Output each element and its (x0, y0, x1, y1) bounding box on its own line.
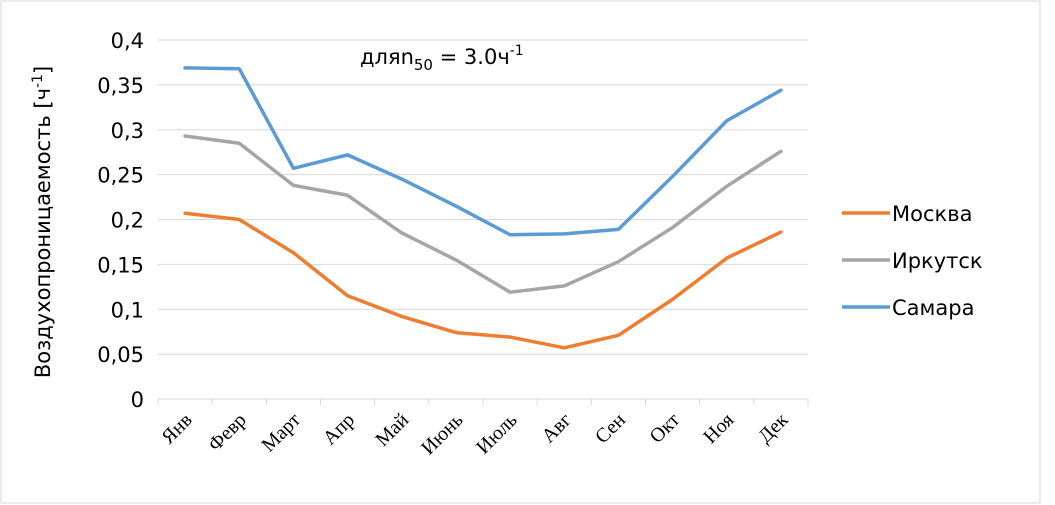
annotation-text: = 3.0ч (433, 45, 510, 69)
y-tick-label: 0,05 (97, 343, 144, 367)
y-tick-label: 0,4 (111, 29, 144, 53)
annotation-text: для (360, 45, 401, 69)
legend-label: Москва (892, 202, 972, 226)
y-label-text: Воздухопроницаемость [ч (31, 88, 55, 378)
y-tick-label: 0,3 (111, 119, 144, 143)
y-label-text: ] (31, 66, 55, 74)
y-axis-label: Воздухопроницаемость [ч-1] (30, 66, 55, 378)
annotation-text: n (401, 45, 414, 69)
legend-label: Иркутск (892, 249, 983, 273)
y-tick-label: 0,35 (97, 74, 144, 98)
y-tick-label: 0,2 (111, 209, 144, 233)
series-line (183, 66, 783, 237)
y-tick-label: 0,25 (97, 164, 144, 188)
y-tick-label: 0,15 (97, 253, 144, 277)
annotation-sub: 50 (414, 56, 433, 74)
y-tick-label: 0,1 (111, 298, 144, 322)
series-line (183, 211, 783, 350)
y-tick-label: 0 (131, 388, 144, 412)
y-label-sup: -1 (30, 74, 46, 88)
legend-label: Самара (892, 296, 974, 320)
series-line (183, 134, 783, 294)
annotation: дляn50 = 3.0ч-1 (360, 43, 524, 74)
annotation-sup: -1 (510, 43, 524, 59)
